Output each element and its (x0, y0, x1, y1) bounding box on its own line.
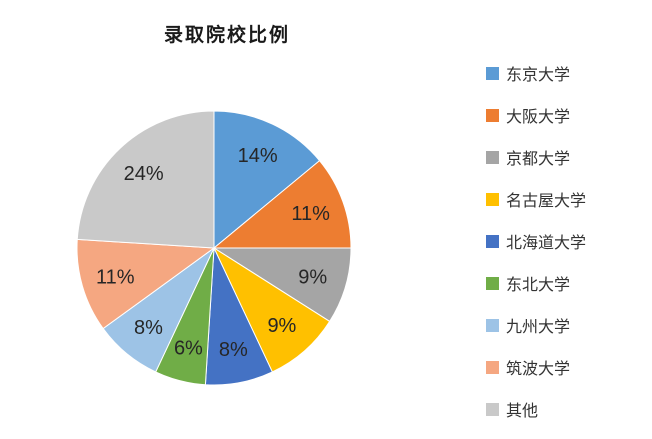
legend-label-other: 其他 (506, 403, 539, 420)
legend: 东京大学 大阪大学 京都大学 名古屋大学 北海道大学 东北大学 九州大学 筑波大… (486, 52, 586, 430)
legend-item-tsukuba: 筑波大学 (486, 346, 586, 388)
pie-slice-label-6: 8% (134, 317, 163, 339)
legend-swatch-tohoku (486, 276, 499, 290)
legend-swatch-kyoto (486, 150, 499, 164)
pie-slice-1 (212, 159, 352, 249)
legend-label-kyoto: 京都大学 (506, 151, 571, 168)
legend-item-other: 其他 (486, 388, 586, 430)
legend-label-hokkaido: 北海道大学 (506, 235, 587, 252)
pie-slice-7 (76, 238, 216, 330)
pie-slice-label-5: 6% (174, 338, 203, 360)
legend-item-kyoto: 京都大学 (486, 136, 586, 178)
legend-item-hokkaido: 北海道大学 (486, 220, 586, 262)
legend-swatch-hokkaido (486, 234, 499, 248)
pie-slice-8 (76, 110, 215, 249)
legend-label-osaka: 大阪大学 (506, 109, 571, 126)
legend-label-nagoya: 名古屋大学 (506, 193, 587, 210)
pie-slice-label-4: 8% (219, 339, 248, 361)
legend-swatch-nagoya (486, 192, 499, 206)
pie-slice-0 (213, 110, 321, 250)
legend-label-tohoku: 东北大学 (506, 277, 571, 294)
chart-title: 录取院校比例 (164, 25, 291, 46)
legend-swatch-tokyo (486, 66, 499, 80)
legend-swatch-tsukuba (486, 360, 499, 374)
pie-slice-label-7: 11% (96, 267, 135, 289)
pie-slice-label-3: 9% (267, 315, 296, 337)
pie-slice-label-8: 24% (124, 163, 164, 185)
legend-label-tsukuba: 筑波大学 (506, 361, 571, 378)
legend-swatch-kyushu (486, 318, 499, 332)
legend-item-osaka: 大阪大学 (486, 94, 586, 136)
legend-item-nagoya: 名古屋大学 (486, 178, 586, 220)
pie-slice-label-1: 11% (291, 203, 330, 225)
legend-label-tokyo: 东京大学 (506, 67, 571, 84)
pie-slice-label-2: 9% (298, 267, 327, 289)
legend-label-kyushu: 九州大学 (506, 319, 571, 336)
legend-item-tokyo: 东京大学 (486, 52, 586, 94)
pie-slice-label-0: 14% (238, 145, 278, 167)
legend-swatch-osaka (486, 108, 499, 122)
legend-item-tohoku: 东北大学 (486, 262, 586, 304)
legend-swatch-other (486, 402, 499, 416)
legend-item-kyushu: 九州大学 (486, 304, 586, 346)
